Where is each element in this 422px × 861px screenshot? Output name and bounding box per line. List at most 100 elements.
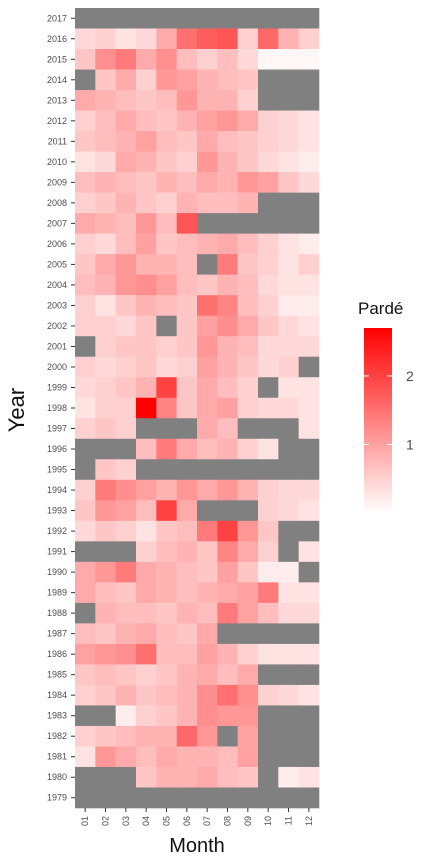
heatmap-cell-1990-10 [258, 561, 279, 583]
heatmap-cell-2004-02 [95, 274, 116, 296]
heatmap-cell-1981-12 [298, 746, 320, 768]
heatmap-cell-2008-11 [278, 192, 299, 214]
heatmap-cell-2007-12 [298, 213, 320, 234]
heatmap-cell-1986-08 [217, 643, 238, 665]
heatmap-cell-1986-02 [95, 643, 116, 665]
heatmap-cell-2009-05 [156, 172, 177, 193]
heatmap-cell-2000-09 [237, 356, 259, 378]
year-tick-label: 2013 [47, 95, 67, 105]
heatmap-cell-1991-02 [95, 541, 116, 563]
heatmap-cell-1993-04 [136, 500, 157, 522]
heatmap-cell-1992-02 [95, 520, 116, 542]
heatmap-cell-1999-02 [95, 377, 116, 399]
heatmap-cell-1986-12 [298, 643, 320, 665]
heatmap-cell-1985-01 [75, 664, 96, 686]
heatmap-cell-2014-04 [136, 69, 157, 91]
heatmap-cell-1980-09 [237, 766, 259, 788]
legend-ticks: 12 [364, 368, 414, 452]
heatmap-cell-2013-09 [237, 90, 259, 111]
heatmap-cell-1984-08 [217, 684, 238, 706]
month-tick-label: 11 [284, 816, 294, 825]
heatmap-cell-2004-03 [115, 274, 137, 296]
heatmap-cell-1995-05 [156, 459, 177, 481]
heatmap-cell-2014-07 [197, 69, 218, 91]
month-tick-label: 03 [121, 816, 131, 826]
heatmap-cell-2014-12 [298, 69, 320, 91]
heatmap-cell-1985-08 [217, 664, 238, 686]
heatmap-cell-2007-06 [176, 213, 198, 234]
heatmap-cell-2015-02 [95, 49, 116, 70]
heatmap-cell-2007-05 [156, 213, 177, 234]
heatmap-cell-1981-07 [197, 746, 218, 768]
heatmap-cell-1986-06 [176, 643, 198, 665]
heatmap-cell-2013-03 [115, 90, 137, 111]
heatmap-cell-1980-12 [298, 766, 320, 788]
heatmap-cell-1993-05 [156, 500, 177, 522]
month-tick-label: 01 [80, 816, 90, 826]
heatmap-cell-2015-03 [115, 49, 137, 70]
month-tick-label: 10 [263, 816, 273, 826]
heatmap-cell-1997-02 [95, 418, 116, 440]
heatmap-cell-2017-10 [258, 8, 279, 29]
heatmap-cell-1988-02 [95, 602, 116, 624]
heatmap-cell-1980-10 [258, 766, 279, 788]
heatmap-cell-1987-07 [197, 623, 218, 645]
heatmap-cell-1984-10 [258, 684, 279, 706]
heatmap-cell-1979-02 [95, 787, 116, 809]
heatmap-cell-1985-03 [115, 664, 137, 686]
heatmap-cell-2006-05 [156, 233, 177, 255]
heatmap-cell-1999-11 [278, 377, 299, 399]
heatmap-cell-2017-01 [75, 8, 96, 29]
heatmap-cell-1988-11 [278, 602, 299, 624]
heatmap-cell-2016-09 [237, 28, 259, 50]
heatmap-cell-2010-12 [298, 151, 320, 173]
year-tick-label: 1983 [47, 711, 67, 721]
heatmap-cell-2004-12 [298, 274, 320, 296]
heatmap-cell-1984-09 [237, 684, 259, 706]
heatmap-cell-1992-11 [278, 520, 299, 542]
heatmap-cell-1979-04 [136, 787, 157, 809]
heatmap-cell-1996-06 [176, 438, 198, 460]
heatmap-cell-1979-08 [217, 787, 238, 809]
heatmap-cell-2011-12 [298, 131, 320, 152]
heatmap-cell-1992-09 [237, 520, 259, 542]
year-tick-label: 1987 [47, 629, 67, 639]
heatmap-cell-2002-04 [136, 315, 157, 337]
heatmap-cell-2007-10 [258, 213, 279, 234]
month-tick-label: 05 [162, 816, 172, 826]
heatmap-cell-1996-04 [136, 438, 157, 460]
heatmap-cell-1987-05 [156, 623, 177, 645]
heatmap-cell-2016-06 [176, 28, 198, 50]
year-tick-label: 1999 [47, 382, 67, 392]
heatmap-cell-2013-05 [156, 90, 177, 111]
heatmap-cell-2010-10 [258, 151, 279, 173]
heatmap-cell-1981-02 [95, 746, 116, 768]
heatmap-cell-1989-10 [258, 582, 279, 604]
heatmap-cell-1990-06 [176, 561, 198, 583]
heatmap-cell-2003-02 [95, 295, 116, 316]
heatmap-cell-1998-02 [95, 397, 116, 419]
month-tick-label: 08 [223, 816, 233, 826]
heatmap-cell-2006-07 [197, 233, 218, 255]
heatmap-cell-1998-09 [237, 397, 259, 419]
heatmap-cell-2004-10 [258, 274, 279, 296]
heatmap-cell-2001-11 [278, 336, 299, 358]
heatmap-cell-2002-03 [115, 315, 137, 337]
heatmap-cell-1980-07 [197, 766, 218, 788]
legend-tick-label: 2 [406, 368, 414, 384]
heatmap-cell-2009-06 [176, 172, 198, 193]
heatmap-cell-1979-12 [298, 787, 320, 809]
heatmap-cell-1979-10 [258, 787, 279, 809]
heatmap-cell-2001-05 [156, 336, 177, 358]
heatmap-cell-1981-03 [115, 746, 137, 768]
heatmap-cell-1989-03 [115, 582, 137, 604]
heatmap-cell-2010-02 [95, 151, 116, 173]
heatmap-cell-2012-03 [115, 110, 137, 132]
heatmap-cell-2004-05 [156, 274, 177, 296]
heatmap-cell-1999-12 [298, 377, 320, 399]
heatmap-cell-2002-01 [75, 315, 96, 337]
heatmap-cell-1994-05 [156, 479, 177, 501]
heatmap-cell-1988-03 [115, 602, 137, 624]
heatmap-cell-2014-03 [115, 69, 137, 91]
heatmap-cell-1997-06 [176, 418, 198, 440]
